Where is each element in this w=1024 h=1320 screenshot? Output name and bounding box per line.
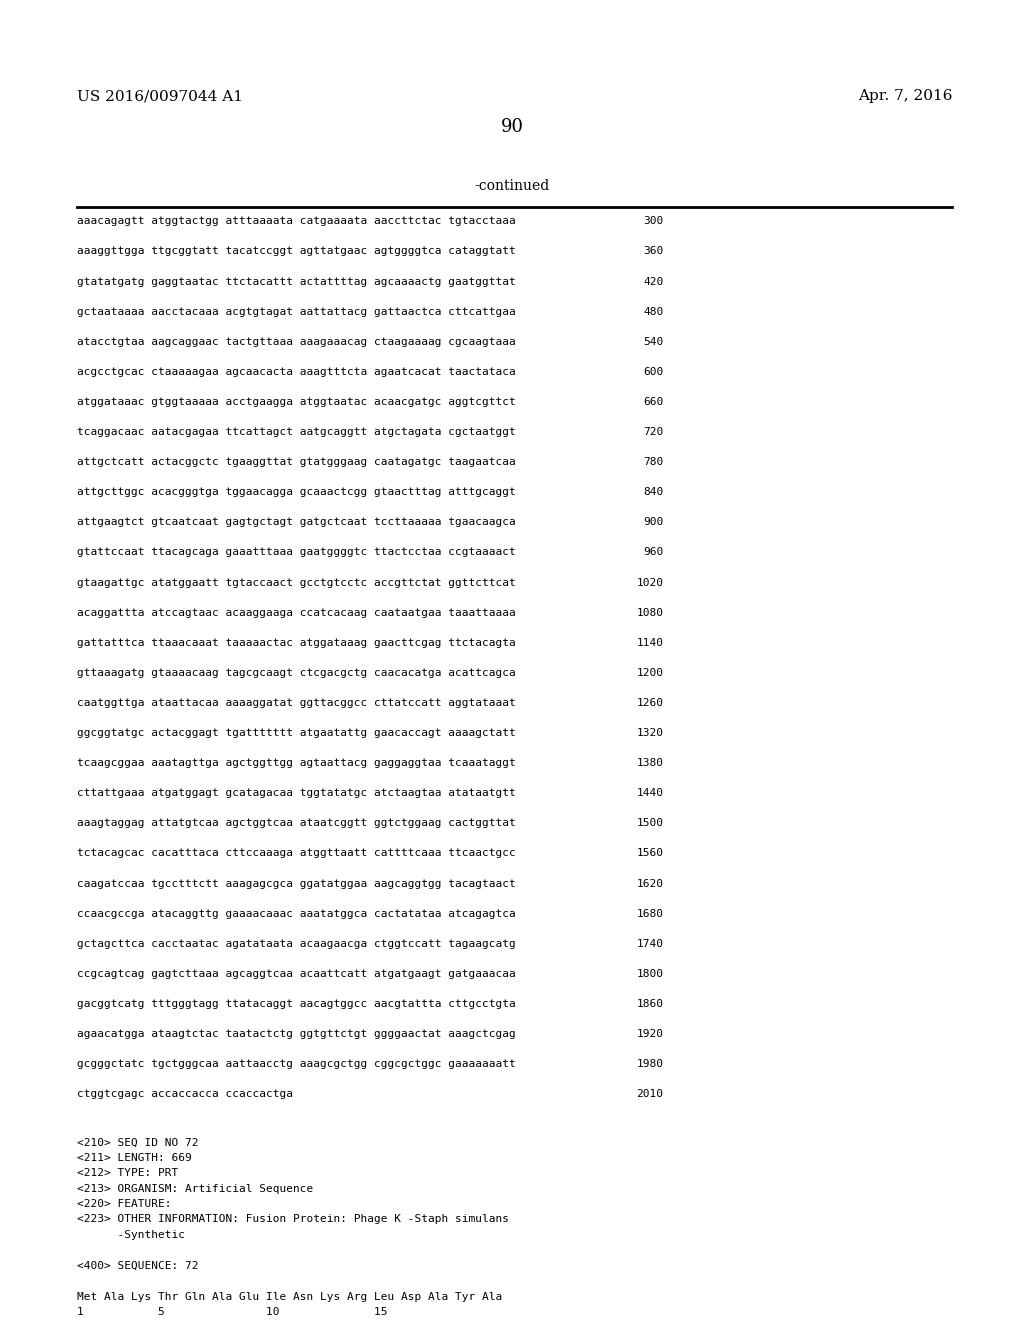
Text: attgaagtct gtcaatcaat gagtgctagt gatgctcaat tccttaaaaa tgaacaagca: attgaagtct gtcaatcaat gagtgctagt gatgctc… (77, 517, 515, 528)
Text: caagatccaa tgcctttctt aaagagcgca ggatatggaa aagcaggtgg tacagtaact: caagatccaa tgcctttctt aaagagcgca ggatatg… (77, 879, 515, 888)
Text: tctacagcac cacatttaca cttccaaaga atggttaatt cattttcaaa ttcaactgcc: tctacagcac cacatttaca cttccaaaga atggtta… (77, 849, 515, 858)
Text: 1680: 1680 (637, 908, 664, 919)
Text: gttaaagatg gtaaaacaag tagcgcaagt ctcgacgctg caacacatga acattcagca: gttaaagatg gtaaaacaag tagcgcaagt ctcgacg… (77, 668, 515, 678)
Text: 1200: 1200 (637, 668, 664, 678)
Text: 1740: 1740 (637, 939, 664, 949)
Text: Met Ala Lys Thr Gln Ala Glu Ile Asn Lys Arg Leu Asp Ala Tyr Ala: Met Ala Lys Thr Gln Ala Glu Ile Asn Lys … (77, 1292, 502, 1302)
Text: 960: 960 (643, 548, 664, 557)
Text: tcaagcggaa aaatagttga agctggttgg agtaattacg gaggaggtaa tcaaataggt: tcaagcggaa aaatagttga agctggttgg agtaatt… (77, 758, 515, 768)
Text: 420: 420 (643, 277, 664, 286)
Text: gcgggctatc tgctgggcaa aattaacctg aaagcgctgg cggcgctggc gaaaaaaatt: gcgggctatc tgctgggcaa aattaacctg aaagcgc… (77, 1059, 515, 1069)
Text: Apr. 7, 2016: Apr. 7, 2016 (858, 90, 952, 103)
Text: aaaggttgga ttgcggtatt tacatccggt agttatgaac agtggggtca cataggtatt: aaaggttgga ttgcggtatt tacatccggt agttatg… (77, 247, 515, 256)
Text: 2010: 2010 (637, 1089, 664, 1100)
Text: <211> LENGTH: 669: <211> LENGTH: 669 (77, 1152, 191, 1163)
Text: ggcggtatgc actacggagt tgattttttt atgaatattg gaacaccagt aaaagctatt: ggcggtatgc actacggagt tgattttttt atgaata… (77, 729, 515, 738)
Text: 1560: 1560 (637, 849, 664, 858)
Text: caatggttga ataattacaa aaaaggatat ggttacggcc cttatccatt aggtataaat: caatggttga ataattacaa aaaaggatat ggttacg… (77, 698, 515, 708)
Text: 1380: 1380 (637, 758, 664, 768)
Text: 1980: 1980 (637, 1059, 664, 1069)
Text: gtaagattgc atatggaatt tgtaccaact gcctgtcctc accgttctat ggttcttcat: gtaagattgc atatggaatt tgtaccaact gcctgtc… (77, 578, 515, 587)
Text: aaacagagtt atggtactgg atttaaaata catgaaaata aaccttctac tgtacctaaa: aaacagagtt atggtactgg atttaaaata catgaaa… (77, 216, 515, 227)
Text: <210> SEQ ID NO 72: <210> SEQ ID NO 72 (77, 1138, 199, 1147)
Text: US 2016/0097044 A1: US 2016/0097044 A1 (77, 90, 243, 103)
Text: 840: 840 (643, 487, 664, 498)
Text: -Synthetic: -Synthetic (77, 1230, 184, 1239)
Text: aaagtaggag attatgtcaa agctggtcaa ataatcggtt ggtctggaag cactggttat: aaagtaggag attatgtcaa agctggtcaa ataatcg… (77, 818, 515, 829)
Text: acgcctgcac ctaaaaagaa agcaacacta aaagtttcta agaatcacat taactataca: acgcctgcac ctaaaaagaa agcaacacta aaagttt… (77, 367, 515, 378)
Text: <212> TYPE: PRT: <212> TYPE: PRT (77, 1168, 178, 1179)
Text: attgcttggc acacgggtga tggaacagga gcaaactcgg gtaactttag atttgcaggt: attgcttggc acacgggtga tggaacagga gcaaact… (77, 487, 515, 498)
Text: 660: 660 (643, 397, 664, 407)
Text: <220> FEATURE:: <220> FEATURE: (77, 1199, 171, 1209)
Text: <213> ORGANISM: Artificial Sequence: <213> ORGANISM: Artificial Sequence (77, 1184, 313, 1193)
Text: gtattccaat ttacagcaga gaaatttaaa gaatggggtc ttactcctaa ccgtaaaact: gtattccaat ttacagcaga gaaatttaaa gaatggg… (77, 548, 515, 557)
Text: 90: 90 (501, 117, 523, 136)
Text: 1020: 1020 (637, 578, 664, 587)
Text: 1800: 1800 (637, 969, 664, 979)
Text: agaacatgga ataagtctac taatactctg ggtgttctgt ggggaactat aaagctcgag: agaacatgga ataagtctac taatactctg ggtgttc… (77, 1030, 515, 1039)
Text: gattatttca ttaaacaaat taaaaactac atggataaag gaacttcgag ttctacagta: gattatttca ttaaacaaat taaaaactac atggata… (77, 638, 515, 648)
Text: 1140: 1140 (637, 638, 664, 648)
Text: 600: 600 (643, 367, 664, 378)
Text: gctaataaaa aacctacaaa acgtgtagat aattattacg gattaactca cttcattgaa: gctaataaaa aacctacaaa acgtgtagat aattatt… (77, 306, 515, 317)
Text: -continued: -continued (474, 180, 550, 193)
Text: 360: 360 (643, 247, 664, 256)
Text: 300: 300 (643, 216, 664, 227)
Text: ccgcagtcag gagtcttaaa agcaggtcaa acaattcatt atgatgaagt gatgaaacaa: ccgcagtcag gagtcttaaa agcaggtcaa acaattc… (77, 969, 515, 979)
Text: 1620: 1620 (637, 879, 664, 888)
Text: ccaacgccga atacaggttg gaaaacaaac aaatatggca cactatataa atcagagtca: ccaacgccga atacaggttg gaaaacaaac aaatatg… (77, 908, 515, 919)
Text: 1260: 1260 (637, 698, 664, 708)
Text: 1320: 1320 (637, 729, 664, 738)
Text: atacctgtaa aagcaggaac tactgttaaa aaagaaacag ctaagaaaag cgcaagtaaa: atacctgtaa aagcaggaac tactgttaaa aaagaaa… (77, 337, 515, 347)
Text: atggataaac gtggtaaaaa acctgaagga atggtaatac acaacgatgc aggtcgttct: atggataaac gtggtaaaaa acctgaagga atggtaa… (77, 397, 515, 407)
Text: acaggattta atccagtaac acaaggaaga ccatcacaag caataatgaa taaattaaaa: acaggattta atccagtaac acaaggaaga ccatcac… (77, 607, 515, 618)
Text: 1500: 1500 (637, 818, 664, 829)
Text: 1           5               10              15: 1 5 10 15 (77, 1307, 387, 1317)
Text: 1080: 1080 (637, 607, 664, 618)
Text: gctagcttca cacctaatac agatataata acaagaacga ctggtccatt tagaagcatg: gctagcttca cacctaatac agatataata acaagaa… (77, 939, 515, 949)
Text: 1920: 1920 (637, 1030, 664, 1039)
Text: 480: 480 (643, 306, 664, 317)
Text: cttattgaaa atgatggagt gcatagacaa tggtatatgc atctaagtaa atataatgtt: cttattgaaa atgatggagt gcatagacaa tggtata… (77, 788, 515, 799)
Text: <223> OTHER INFORMATION: Fusion Protein: Phage K -Staph simulans: <223> OTHER INFORMATION: Fusion Protein:… (77, 1214, 509, 1225)
Text: 1860: 1860 (637, 999, 664, 1008)
Text: 780: 780 (643, 457, 664, 467)
Text: ctggtcgagc accaccacca ccaccactga: ctggtcgagc accaccacca ccaccactga (77, 1089, 293, 1100)
Text: 900: 900 (643, 517, 664, 528)
Text: gtatatgatg gaggtaatac ttctacattt actattttag agcaaaactg gaatggttat: gtatatgatg gaggtaatac ttctacattt actattt… (77, 277, 515, 286)
Text: 540: 540 (643, 337, 664, 347)
Text: attgctcatt actacggctc tgaaggttat gtatgggaag caatagatgc taagaatcaa: attgctcatt actacggctc tgaaggttat gtatggg… (77, 457, 515, 467)
Text: tcaggacaac aatacgagaa ttcattagct aatgcaggtt atgctagata cgctaatggt: tcaggacaac aatacgagaa ttcattagct aatgcag… (77, 428, 515, 437)
Text: 1440: 1440 (637, 788, 664, 799)
Text: gacggtcatg tttgggtagg ttatacaggt aacagtggcc aacgtattta cttgcctgta: gacggtcatg tttgggtagg ttatacaggt aacagtg… (77, 999, 515, 1008)
Text: 720: 720 (643, 428, 664, 437)
Text: <400> SEQUENCE: 72: <400> SEQUENCE: 72 (77, 1261, 199, 1271)
